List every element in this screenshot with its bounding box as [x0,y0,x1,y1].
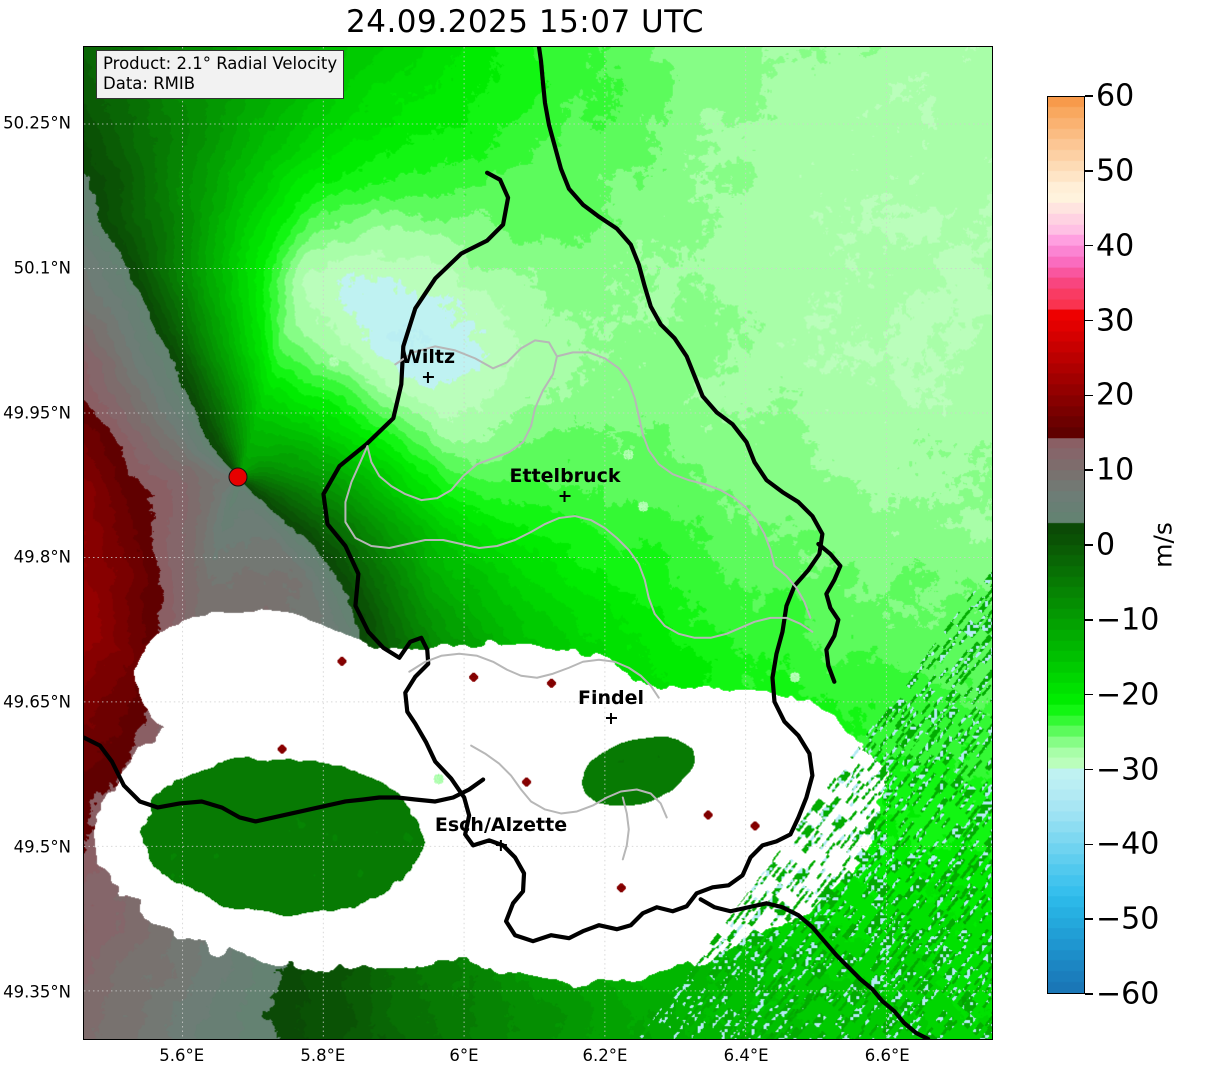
map-overlay [84,47,992,1039]
page-title: 24.09.2025 15:07 UTC [346,4,704,40]
colorbar-tick [1085,95,1093,97]
colorbar-tick-label: 40 [1096,228,1135,264]
ytick-label: 49.8°N [13,547,71,567]
colorbar[interactable] [1047,96,1085,994]
ytick-label: 49.5°N [13,837,71,857]
gridlines [84,47,992,1039]
colorbar-tick-label: −50 [1096,901,1160,937]
ytick-label: 49.65°N [3,692,71,712]
colorbar-unit-label: m/s [1148,522,1178,568]
colorbar-tick-label: 30 [1096,303,1135,338]
colorbar-tick-label: 0 [1096,527,1116,563]
product-info-box: Product: 2.1° Radial Velocity Data: RMIB [96,50,345,100]
radar-site-marker[interactable] [228,467,248,487]
colorbar-tick-label: −40 [1096,826,1160,862]
colorbar-tick [1085,319,1093,322]
colorbar-tick-label: 50 [1096,153,1135,189]
xtick-label: 6.6°E [864,1046,910,1065]
colorbar-tick [1085,693,1093,696]
colorbar-tick [1085,544,1093,546]
ytick-label: 50.25°N [3,113,71,133]
colorbar-tick [1085,993,1093,995]
xtick-label: 6.2°E [582,1046,628,1065]
colorbar-tick [1085,244,1093,247]
colorbar-tick [1085,394,1093,397]
xtick-label: 6°E [449,1046,479,1065]
colorbar-tick-label: 60 [1096,78,1135,114]
colorbar-tick-label: −20 [1096,677,1160,713]
colorbar-tick [1085,619,1093,621]
ytick-label: 49.35°N [3,982,71,1002]
colorbar-tick-label: −60 [1096,976,1160,1012]
country-borders [84,47,931,1039]
colorbar-tick [1085,469,1093,471]
colorbar-tick-label: −30 [1096,752,1160,787]
product-line: Product: 2.1° Radial Velocity [103,54,338,73]
colorbar-tick [1085,170,1093,172]
ytick-label: 49.95°N [3,403,71,423]
xtick-label: 5.6°E [159,1046,205,1065]
colorbar-tick [1085,918,1093,920]
xtick-label: 5.8°E [300,1046,346,1065]
region-boundaries [344,339,814,861]
radar-velocity-field [84,47,992,1039]
ytick-label: 50.1°N [13,258,71,278]
colorbar-tick-label: 10 [1096,452,1135,488]
colorbar-tick [1085,843,1093,846]
colorbar-tick-label: −10 [1096,602,1160,638]
xtick-label: 6.4°E [723,1046,769,1065]
colorbar-tick [1085,768,1093,771]
colorbar-gradient [1048,97,1084,993]
colorbar-tick-label: 20 [1096,377,1135,413]
data-source-line: Data: RMIB [103,74,196,94]
map-plot-area[interactable] [83,46,993,1040]
